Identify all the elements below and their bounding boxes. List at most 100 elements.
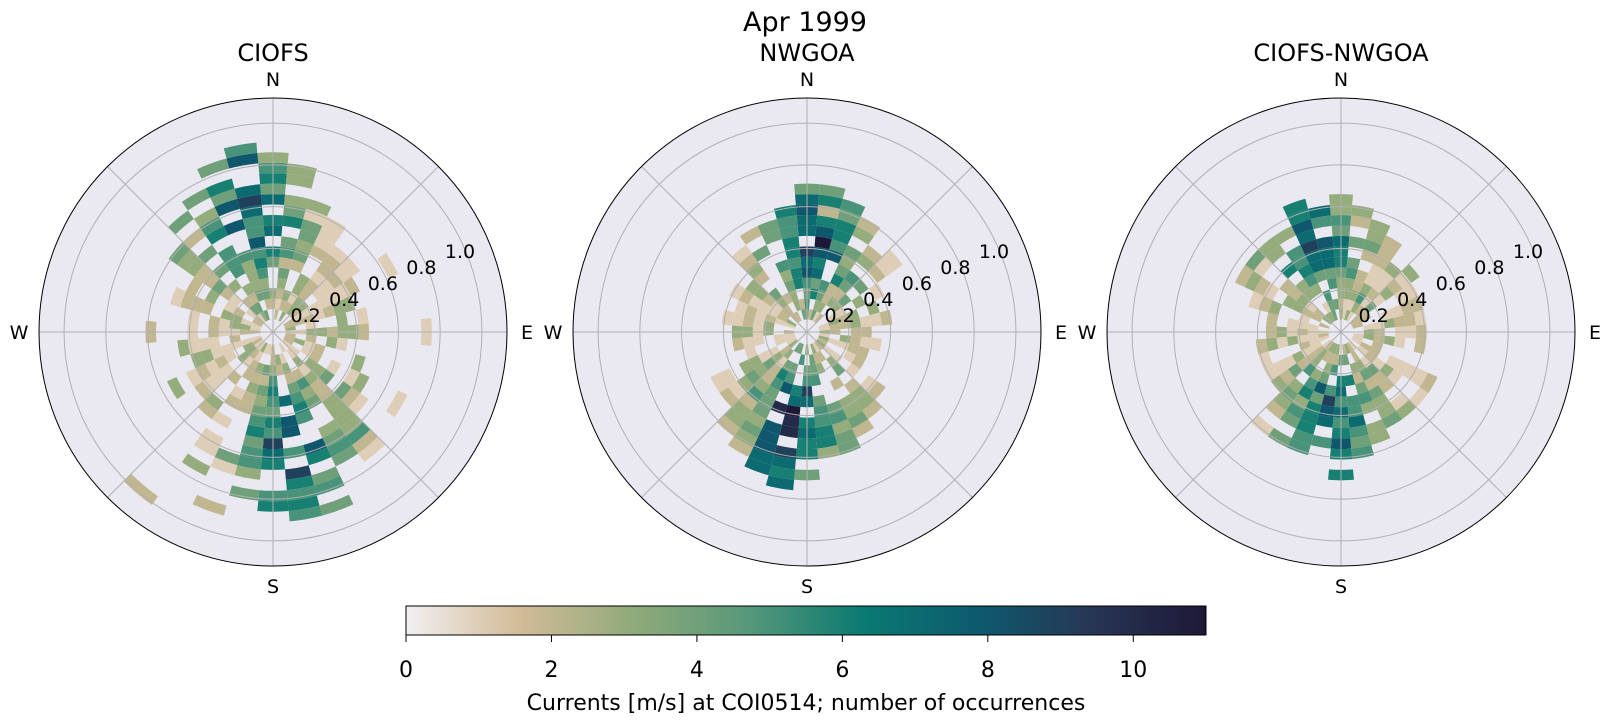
occurrence-cell: [296, 273, 311, 288]
occurrence-cell: [832, 363, 846, 377]
occurrence-cell: [856, 346, 870, 360]
angular-gridline: [641, 331, 808, 498]
compass-label-s: S: [267, 576, 279, 598]
occurrence-cell: [1364, 351, 1377, 363]
occurrence-cell: [1313, 308, 1325, 319]
occurrence-cell: [1310, 434, 1332, 449]
occurrence-cell: [845, 363, 861, 378]
occurrence-cell: [812, 342, 821, 353]
occurrence-cell: [757, 219, 780, 236]
occurrence-cell: [218, 317, 231, 329]
occurrence-cell: [1268, 300, 1283, 316]
occurrence-cell: [1318, 404, 1335, 418]
occurrence-cell: [774, 337, 787, 347]
occurrence-cell: [1413, 338, 1427, 355]
compass-label-w: W: [1078, 322, 1097, 344]
occurrence-cell: [840, 198, 866, 217]
occurrence-cell: [1326, 352, 1336, 365]
occurrence-cell: [1364, 376, 1379, 391]
occurrence-cell: [761, 370, 776, 386]
occurrence-cell: [245, 225, 265, 240]
occurrence-cell: [1291, 393, 1310, 410]
occurrence-cell: [1322, 289, 1333, 302]
occurrence-cell: [1351, 205, 1374, 219]
occurrence-cell: [790, 384, 803, 397]
occurrence-cell: [1363, 239, 1382, 255]
occurrence-cell: [869, 337, 882, 352]
occurrence-cell: [1346, 394, 1361, 407]
occurrence-cell: [187, 309, 201, 326]
occurrence-cell: [769, 376, 784, 391]
occurrence-cell: [779, 269, 793, 283]
occurrence-cell: [234, 465, 261, 480]
occurrence-cell: [757, 300, 772, 314]
occurrence-cell: [276, 277, 288, 290]
occurrence-cell: [814, 313, 824, 324]
occurrence-cell: [818, 279, 830, 293]
occurrence-cell: [842, 350, 857, 364]
occurrence-cell: [784, 279, 796, 293]
occurrence-cell: [784, 404, 801, 418]
occurrence-cell: [826, 400, 844, 415]
occurrence-cell: [1343, 298, 1350, 310]
occurrence-cell: [267, 344, 272, 355]
occurrence-cell: [298, 363, 312, 377]
compass-label-e: E: [1589, 322, 1601, 344]
occurrence-cell: [314, 475, 345, 496]
polar-grid: [39, 98, 507, 566]
occurrence-cell: [762, 293, 776, 307]
occurrence-cell: [779, 424, 799, 439]
occurrence-cell: [856, 392, 875, 411]
occurrence-cell: [247, 292, 259, 305]
occurrence-cell: [219, 286, 235, 301]
occurrence-cell: [852, 226, 875, 245]
occurrence-cell: [1316, 236, 1334, 250]
occurrence-cell: [317, 294, 332, 309]
occurrence-cell: [1332, 354, 1339, 366]
occurrence-cell: [847, 410, 869, 429]
occurrence-cell: [254, 339, 265, 349]
occurrence-cell: [1310, 355, 1322, 368]
occurrence-cell: [335, 337, 348, 352]
occurrence-cell: [1363, 323, 1375, 330]
occurrence-cell: [815, 225, 835, 240]
occurrence-cell: [242, 355, 254, 368]
occurrence-cell: [1351, 337, 1362, 346]
occurrence-cell: [1308, 205, 1331, 219]
angular-gridline: [107, 166, 274, 333]
occurrence-cell: [1267, 427, 1292, 448]
occurrence-cell: [1253, 276, 1271, 296]
occurrence-cell: [289, 345, 301, 356]
compass-label-w: W: [544, 322, 563, 344]
occurrence-cell: [814, 414, 832, 428]
occurrence-cell: [182, 227, 206, 250]
occurrence-cell: [1344, 277, 1356, 290]
occurrence-cell: [214, 198, 240, 217]
colorbar-tick-label: 6: [835, 658, 849, 683]
occurrence-cell: [1287, 438, 1311, 456]
occurrence-cell: [834, 219, 857, 236]
occurrence-cell: [1350, 350, 1361, 363]
occurrence-cell: [865, 300, 880, 316]
occurrence-cell: [304, 278, 319, 294]
occurrence-cell: [212, 261, 230, 279]
occurrence-cell: [1349, 315, 1360, 325]
occurrence-cell: [304, 370, 319, 386]
occurrence-cell: [812, 352, 822, 365]
occurrence-cell: [1258, 351, 1273, 369]
occurrence-cell: [746, 261, 764, 279]
occurrence-cell: [322, 392, 341, 411]
occurrence-cell: [856, 216, 881, 237]
occurrence-cell: [776, 215, 798, 230]
occurrence-cell: [790, 313, 800, 324]
colorbar-tick-label: 4: [690, 658, 704, 683]
angular-gridline: [641, 166, 808, 333]
occurrence-cell: [1297, 263, 1314, 279]
occurrence-cell: [757, 428, 780, 445]
occurrence-cell: [774, 445, 797, 459]
occurrence-cell: [831, 229, 852, 245]
occurrence-cell: [334, 282, 351, 301]
occurrence-cell: [762, 357, 776, 371]
compass-label-n: N: [266, 69, 280, 91]
occurrence-cell: [293, 317, 306, 327]
